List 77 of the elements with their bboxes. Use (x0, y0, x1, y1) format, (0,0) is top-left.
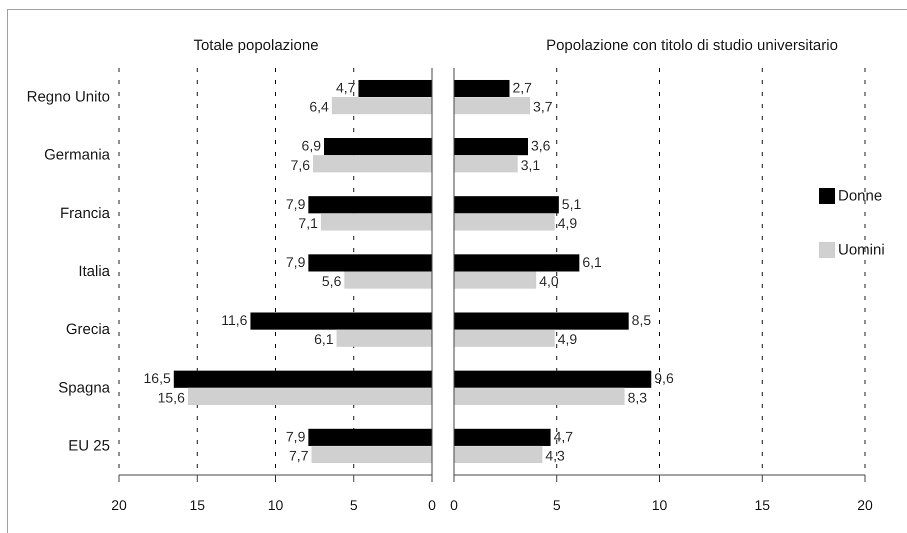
data-label: 4,9 (558, 331, 578, 348)
data-label: 15,6 (158, 389, 186, 406)
y-tick-label: Grecia (66, 321, 111, 338)
data-label: 4,7 (336, 79, 356, 96)
y-tick-label: Regno Unito (26, 88, 110, 106)
x-tick-label: 15 (189, 497, 206, 513)
x-tick-label: 10 (652, 497, 668, 513)
bar (454, 312, 629, 330)
x-tick-label: 15 (754, 497, 770, 513)
bar (344, 272, 432, 289)
bar (454, 388, 625, 405)
chart-title: Totale popolazione (193, 37, 319, 54)
legend-label: Donne (838, 188, 882, 204)
data-label: 3,6 (530, 138, 551, 154)
bar (250, 312, 432, 330)
bar (454, 97, 530, 114)
bar (358, 80, 432, 98)
x-tick-label: 0 (428, 497, 436, 513)
data-label: 6,1 (582, 254, 602, 270)
y-tick-label: EU 25 (68, 437, 110, 454)
data-label: 11,6 (221, 312, 248, 328)
data-label: 5,1 (562, 196, 582, 212)
bar (336, 330, 432, 347)
data-label: 8,5 (632, 312, 652, 328)
data-label: 4,0 (539, 273, 559, 290)
bar (324, 138, 432, 156)
x-tick-label: 0 (450, 497, 458, 513)
bar (454, 138, 528, 156)
y-tick-label: Spagna (58, 379, 111, 396)
data-label: 7,1 (298, 214, 318, 231)
bar (188, 388, 432, 405)
bar (332, 97, 432, 114)
bar (454, 428, 551, 446)
data-label: 3,7 (533, 98, 553, 115)
y-tick-label: Germania (44, 146, 111, 164)
bar (454, 330, 555, 347)
bar (454, 155, 518, 172)
bar (308, 428, 432, 446)
x-tick-label: 5 (350, 497, 358, 513)
legend-label: Uomini (838, 242, 885, 258)
data-label: 6,9 (302, 138, 322, 154)
data-label: 7,7 (289, 448, 309, 464)
y-tick-label: Italia (78, 263, 111, 280)
bar (313, 155, 432, 172)
bar (454, 213, 555, 231)
bar (308, 196, 432, 214)
bar (454, 370, 652, 388)
x-tick-label: 5 (552, 497, 561, 513)
data-label: 7,6 (290, 156, 310, 173)
bar (308, 254, 432, 272)
bar (454, 196, 559, 214)
chart-title: Popolazione con titolo di studio universitario (546, 37, 838, 54)
bar (174, 370, 432, 388)
x-tick-label: 10 (268, 497, 284, 513)
data-label: 5,6 (322, 273, 342, 290)
data-label: 9,6 (654, 370, 674, 386)
data-label: 4,7 (554, 428, 574, 444)
bar (454, 272, 536, 289)
data-label: 3,1 (520, 156, 540, 173)
bar (454, 80, 510, 98)
x-tick-label: 20 (857, 497, 873, 513)
data-label: 7,9 (286, 428, 306, 444)
data-label: 4,9 (558, 214, 578, 231)
data-label: 16,5 (144, 370, 171, 386)
data-label: 7,9 (286, 254, 306, 270)
x-tick-label: 20 (111, 497, 127, 513)
data-label: 6,1 (314, 331, 334, 348)
bar (454, 446, 542, 464)
data-label: 2,7 (512, 79, 532, 96)
y-tick-label: Francia (60, 204, 111, 222)
bar (320, 213, 432, 231)
data-label: 4,3 (545, 448, 566, 464)
bar (454, 254, 580, 272)
data-label: 8,3 (628, 389, 648, 406)
bar (311, 446, 432, 464)
data-label: 6,4 (309, 98, 330, 115)
data-label: 7,9 (286, 196, 306, 212)
